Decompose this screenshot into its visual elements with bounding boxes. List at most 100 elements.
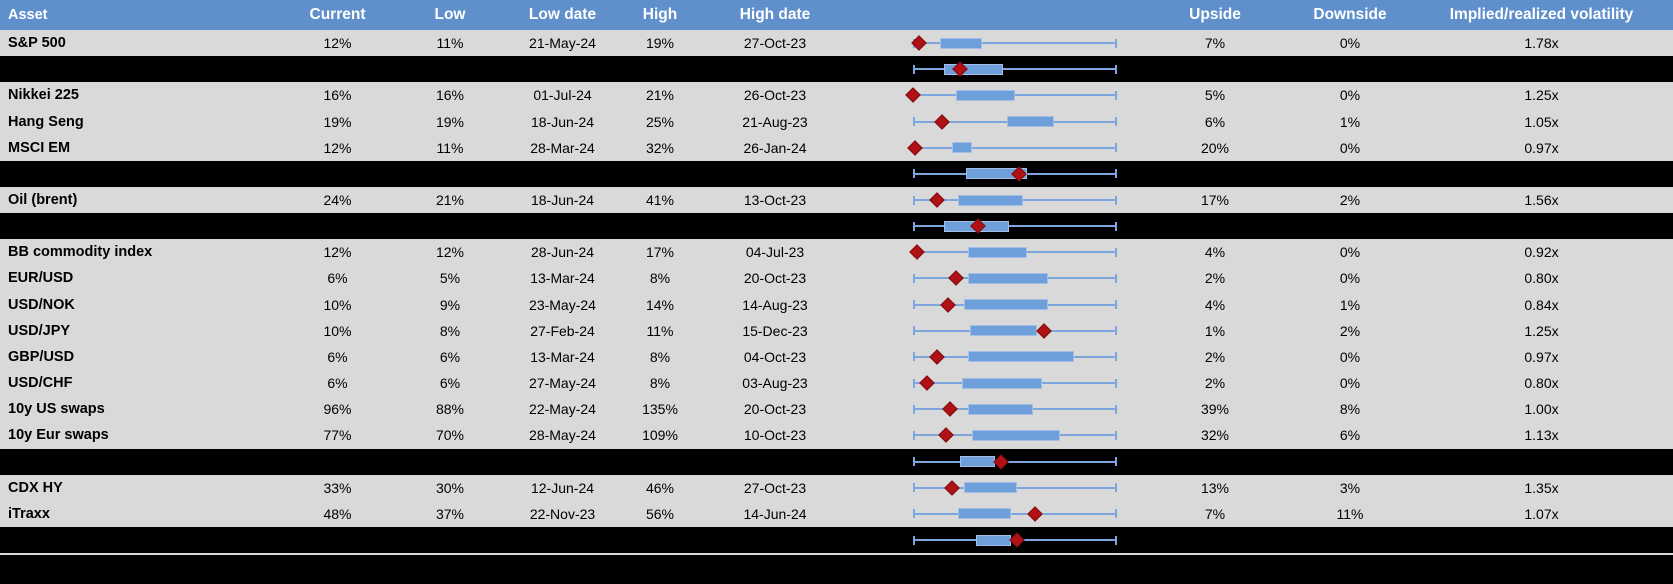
whisker-cap-left: [913, 195, 915, 205]
header-upside: Upside: [1189, 6, 1241, 23]
cell-low-date: 18-Jun-24: [530, 113, 595, 130]
cell-asset: GBP/USD: [8, 348, 75, 365]
cell-asset: [0, 56, 290, 82]
cell-implied-realized-volatility: 1.56x: [1524, 192, 1559, 209]
cell-low-date: 28-May-24: [529, 427, 596, 444]
cell-downside: 2%: [1339, 322, 1361, 339]
cell-low: [385, 56, 515, 82]
header-low-date: Low date: [528, 6, 597, 23]
whisker-cap-right: [1115, 300, 1117, 310]
cell-current: 10%: [323, 322, 352, 339]
cell-implied-realized-volatility: 0.80x: [1524, 375, 1559, 392]
cell-low-date: 01-Jul-24: [533, 87, 592, 104]
cell-high: 14%: [645, 296, 675, 313]
cell-implied-realized-volatility: 0.92x: [1524, 244, 1559, 261]
cell-low: 11%: [436, 35, 464, 52]
cell-upside: 4%: [1204, 244, 1226, 261]
header-high: High: [642, 6, 678, 23]
cell-implied-realized-volatility: [1410, 449, 1673, 475]
table-row: BB commodity index 12% 12% 28-Jun-24 17% 04-J…: [0, 239, 1673, 266]
whisker-cap-right: [1115, 404, 1117, 414]
cell-low-date: 22-Nov-23: [529, 505, 596, 522]
table-row: 10y US swaps 96% 88% 22-May-24 135% 20-Oct-23…: [0, 396, 1673, 423]
cell-high: 17%: [645, 244, 675, 261]
cell-high-date: 20-Oct-23: [743, 401, 807, 418]
cell-downside: 0%: [1339, 139, 1361, 156]
cell-current: [290, 527, 385, 553]
whisker-cap-left: [913, 483, 915, 493]
current-diamond-marker-icon: [937, 427, 954, 444]
current-diamond-marker-icon: [941, 401, 958, 418]
cell-high-date: [710, 527, 840, 553]
iqr-box: [964, 299, 1048, 311]
iqr-box: [970, 325, 1038, 337]
boxplot-cell: [840, 239, 1140, 265]
cell-downside: 3%: [1339, 479, 1361, 496]
header-high-date: High date: [739, 6, 811, 23]
cell-low-date: 21-May-24: [529, 35, 596, 52]
whisker-cap-left: [913, 509, 915, 519]
cell-asset: USD/CHF: [8, 375, 73, 392]
boxplot-cell: [840, 527, 1140, 553]
cell-asset: MSCI EM: [8, 139, 71, 156]
table-body: S&P 500 12% 11% 21-May-24 19% 27-Oct-23 7% 0% 1.…: [0, 30, 1673, 554]
table-row: USD/JPY 10% 8% 27-Feb-24 11% 15-Dec-23 1% 2% 1.2…: [0, 317, 1673, 344]
table-row: Nikkei 225 16% 16% 01-Jul-24 21% 26-Oct-23 5% 0…: [0, 82, 1673, 109]
cell-asset: BB commodity index: [8, 244, 153, 261]
cell-high-date: 15-Dec-23: [742, 322, 808, 339]
cell-asset: Nikkei 225: [8, 87, 79, 104]
summary-row: [0, 213, 1673, 240]
cell-upside: 7%: [1204, 35, 1226, 52]
whisker-cap-left: [913, 430, 915, 440]
whisker-cap-right: [1115, 169, 1117, 179]
cell-high-date: 10-Oct-23: [743, 427, 807, 444]
boxplot-cell: [840, 370, 1140, 396]
current-diamond-marker-icon: [943, 479, 960, 496]
summary-row: [0, 448, 1673, 475]
cell-current: 12%: [323, 244, 352, 261]
iqr-box: [968, 272, 1048, 284]
cell-low-date: 27-Feb-24: [530, 322, 595, 339]
cell-implied-realized-volatility: 0.97x: [1524, 139, 1559, 156]
whisker-line: [913, 460, 1117, 463]
cell-upside: 17%: [1200, 192, 1230, 209]
whisker-cap-left: [913, 273, 915, 283]
cell-low-date: 13-Mar-24: [530, 270, 595, 287]
cell-high-date: 03-Aug-23: [742, 375, 808, 392]
cell-high: [610, 161, 710, 187]
cell-high: 135%: [642, 401, 678, 418]
header-low: Low: [434, 6, 466, 23]
cell-low: 19%: [435, 113, 465, 130]
cell-high: 21%: [645, 87, 675, 104]
cell-high-date: [710, 56, 840, 82]
cell-high: 19%: [645, 35, 675, 52]
cell-downside: [1290, 449, 1410, 475]
boxplot-cell: [840, 422, 1140, 448]
cell-downside: 0%: [1339, 244, 1361, 261]
cell-implied-realized-volatility: [1410, 527, 1673, 553]
current-diamond-marker-icon: [1035, 323, 1052, 339]
cell-asset: EUR/USD: [8, 270, 74, 287]
iqr-box: [964, 482, 1018, 494]
cell-low: 88%: [435, 401, 465, 418]
cell-low-date: 18-Jun-24: [530, 192, 595, 209]
cell-current: 6%: [327, 375, 348, 392]
cell-upside: 13%: [1200, 479, 1230, 496]
cell-high-date: [710, 161, 840, 187]
cell-implied-realized-volatility: 1.05x: [1524, 113, 1559, 130]
cell-implied-realized-volatility: 1.13x: [1524, 427, 1559, 444]
cell-upside: [1140, 527, 1290, 553]
boxplot-cell: [840, 318, 1140, 344]
cell-implied-realized-volatility: 1.00x: [1524, 401, 1559, 418]
current-diamond-marker-icon: [909, 244, 925, 261]
cell-asset: 10y Eur swaps: [8, 427, 109, 444]
boxplot: [909, 239, 1117, 265]
header-chart-spacer: [840, 0, 1140, 30]
cell-implied-realized-volatility: [1410, 161, 1673, 187]
boxplot: [911, 30, 1117, 56]
cell-high: [610, 527, 710, 553]
iqr-box: [943, 63, 1003, 75]
cell-low: 5%: [439, 270, 461, 287]
iqr-box: [968, 246, 1028, 258]
whisker-cap-left: [913, 64, 915, 74]
